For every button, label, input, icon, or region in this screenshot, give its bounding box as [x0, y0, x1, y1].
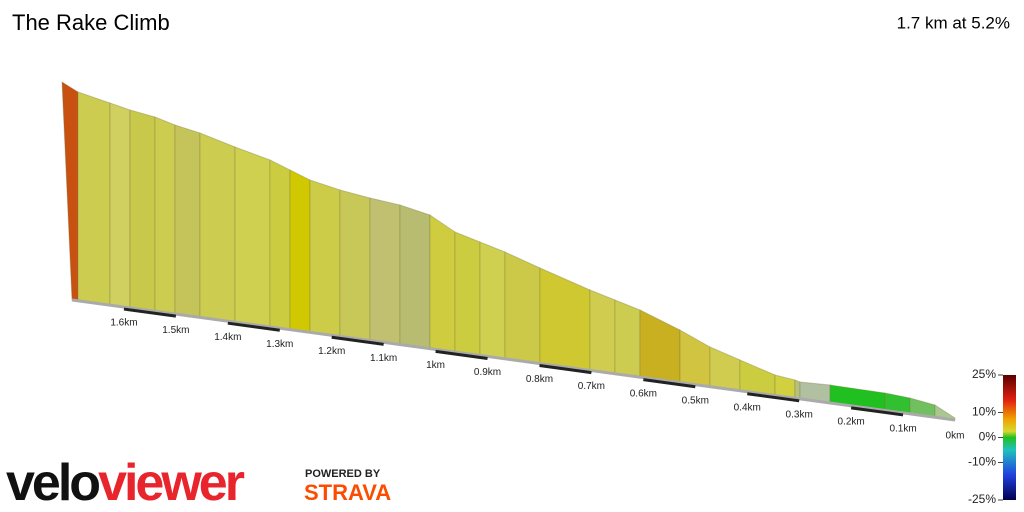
profile-segment	[154, 116, 176, 315]
profile-segment	[454, 231, 481, 357]
profile-segment	[309, 179, 341, 337]
x-tick-label: 0.9km	[474, 367, 501, 378]
x-tick-label: 1.2km	[318, 346, 345, 357]
colorbar	[1003, 375, 1016, 500]
tick-bar	[331, 335, 384, 346]
x-tick-label: 0.5km	[682, 395, 709, 406]
profile-segment	[429, 214, 456, 353]
profile-segment	[289, 169, 311, 333]
colorbar-label: 10%	[972, 405, 996, 419]
tick-bar	[435, 349, 488, 360]
tick-bar	[747, 392, 800, 403]
profile-segment	[77, 91, 111, 306]
profile-segment	[369, 197, 401, 346]
colorbar-label: -25%	[968, 492, 996, 506]
strava: STRAVA	[304, 480, 391, 505]
profile-segment	[679, 329, 711, 388]
profile	[61, 81, 956, 422]
profile-segment	[199, 132, 236, 323]
logo: veloviewer	[6, 454, 245, 512]
x-tick-label: 1.1km	[370, 353, 397, 364]
profile-segment	[479, 241, 506, 360]
subtitle: 1.7 km at 5.2%	[897, 13, 1010, 32]
x-tick-label: 1.4km	[214, 332, 241, 343]
profile-segment	[589, 289, 616, 375]
x-tick-label: 0.1km	[889, 424, 916, 435]
profile-segment	[109, 102, 131, 309]
colorbar-label: 0%	[979, 430, 997, 444]
x-tick-label: 0.4km	[734, 402, 761, 413]
powered-by: POWERED BY	[305, 468, 381, 480]
profile-segment	[234, 146, 271, 328]
tick-bar	[539, 364, 592, 375]
profile-segment	[539, 267, 591, 371]
profile-segment	[129, 109, 156, 312]
tick-bar	[227, 321, 280, 332]
title: The Rake Climb	[12, 10, 170, 35]
profile-segment	[174, 124, 201, 318]
colorbar-label: -10%	[968, 455, 996, 469]
x-tick-label: 0.7km	[578, 381, 605, 392]
profile-segment	[639, 309, 681, 384]
x-tick-label: 0.8km	[526, 374, 553, 385]
profile-segment	[504, 251, 541, 365]
baseline	[71, 298, 956, 422]
profile-segment	[709, 346, 741, 392]
profile-segment	[61, 81, 79, 302]
tick-bar	[123, 307, 177, 318]
tick-bar	[850, 406, 904, 417]
x-tick-label: 1.5km	[162, 325, 189, 336]
colorbar-label: 25%	[972, 367, 996, 381]
profile-segment	[614, 299, 641, 378]
x-tick-label: 1.3km	[266, 339, 293, 350]
x-tick-label: 0.3km	[786, 409, 813, 420]
x-tick-label: 0km	[946, 431, 965, 442]
tick-bar	[643, 378, 696, 389]
x-tick-label: 1km	[426, 360, 445, 371]
profile-segment	[339, 189, 371, 342]
profile-segment	[399, 204, 431, 350]
x-tick-label: 1.6km	[110, 318, 137, 329]
profile-segment	[269, 159, 291, 331]
profile-segment	[794, 379, 801, 400]
x-tick-label: 0.6km	[630, 388, 657, 399]
x-tick-label: 0.2km	[838, 417, 865, 428]
